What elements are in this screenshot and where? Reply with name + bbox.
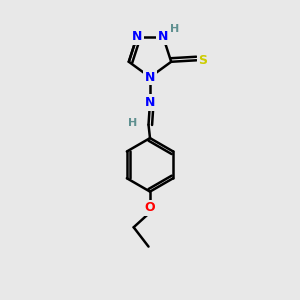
- Text: H: H: [128, 118, 137, 128]
- Text: N: N: [132, 30, 142, 44]
- Text: S: S: [199, 54, 208, 67]
- Text: N: N: [145, 71, 155, 84]
- Text: H: H: [170, 24, 180, 34]
- Text: N: N: [158, 30, 168, 44]
- Text: O: O: [145, 202, 155, 214]
- Text: N: N: [145, 96, 155, 109]
